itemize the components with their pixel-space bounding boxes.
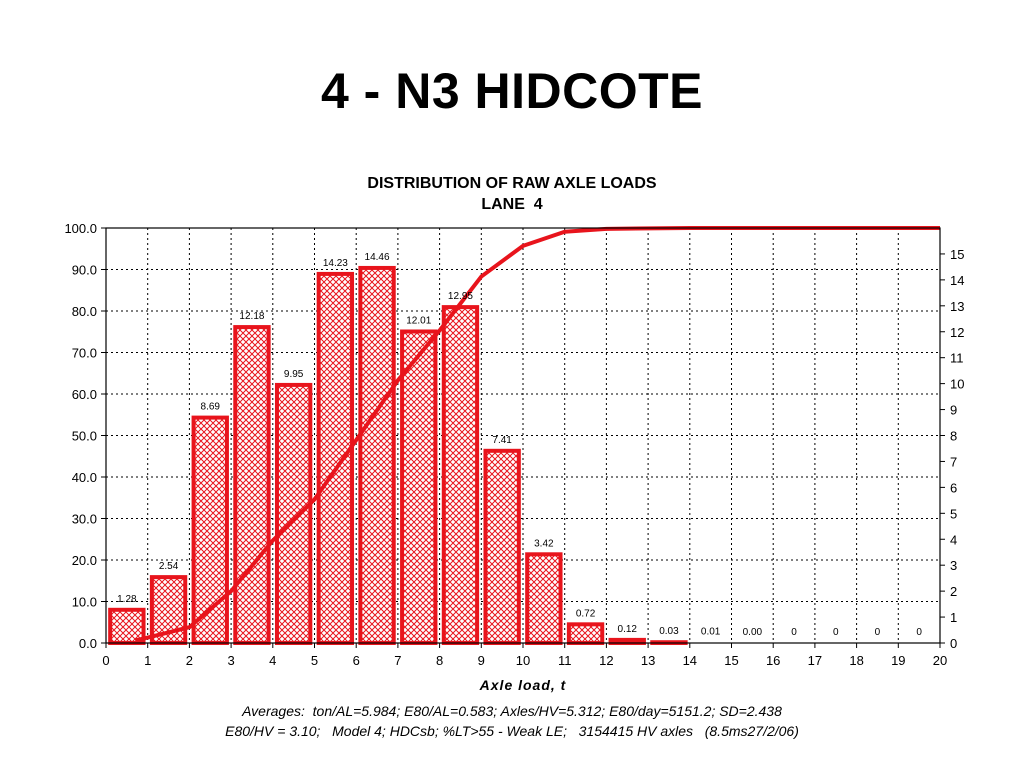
bar-value-label: 7.41 xyxy=(492,435,512,446)
x-tick-label: 17 xyxy=(808,653,822,668)
x-tick-label: 18 xyxy=(849,653,863,668)
y-tick-label: 0.0 xyxy=(79,636,97,651)
x-tick-label: 15 xyxy=(724,653,738,668)
bar xyxy=(358,265,396,645)
y2-tick-label: 10 xyxy=(950,377,964,392)
y2-tick-label: 11 xyxy=(950,351,964,366)
x-tick-label: 11 xyxy=(558,653,572,668)
y-tick-label: 10.0 xyxy=(72,595,97,610)
x-tick-label: 10 xyxy=(516,653,530,668)
y2-tick-label: 13 xyxy=(950,299,964,314)
bar xyxy=(149,575,188,646)
bar-value-label: 0.00 xyxy=(743,627,763,638)
x-tick-label: 16 xyxy=(766,653,780,668)
x-tick-label: 4 xyxy=(269,653,276,668)
x-tick-label: 14 xyxy=(683,653,697,668)
x-tick-label: 7 xyxy=(394,653,401,668)
bar-value-label: 0.72 xyxy=(576,608,596,619)
bar-value-label: 1.28 xyxy=(117,594,137,605)
bar xyxy=(566,622,605,646)
chart-title: DISTRIBUTION OF RAW AXLE LOADS xyxy=(367,175,657,192)
bar xyxy=(400,329,438,645)
x-tick-label: 9 xyxy=(478,653,485,668)
bar-value-label: 0.12 xyxy=(618,624,638,635)
x-tick-label: 0 xyxy=(102,653,109,668)
bar xyxy=(316,271,355,645)
y2-tick-label: 5 xyxy=(950,506,957,521)
bar-value-label: 0 xyxy=(916,627,922,638)
y2-tick-label: 7 xyxy=(950,454,957,469)
y2-tick-label: 9 xyxy=(950,403,957,418)
x-tick-label: 6 xyxy=(353,653,360,668)
bar xyxy=(191,415,229,645)
bar xyxy=(233,325,271,645)
x-tick-label: 20 xyxy=(933,653,947,668)
chart-title-block: DISTRIBUTION OF RAW AXLE LOADS LANE 4 xyxy=(200,173,824,215)
bar-value-label: 9.95 xyxy=(284,369,304,380)
bar-value-label: 14.46 xyxy=(365,252,390,263)
x-tick-label: 2 xyxy=(186,653,193,668)
bar-value-label: 12.95 xyxy=(448,291,473,302)
y2-tick-label: 2 xyxy=(950,584,957,599)
model-footnote: E80/HV = 3.10; Model 4; HDCsb; %LT>55 - … xyxy=(225,723,799,739)
y2-tick-label: 0 xyxy=(950,636,957,651)
bar-value-label: 14.23 xyxy=(323,258,348,269)
y2-tick-label: 6 xyxy=(950,480,957,495)
y2-tick-label: 1 xyxy=(950,610,957,625)
bar-value-label: 0.03 xyxy=(659,626,679,637)
x-tick-label: 8 xyxy=(436,653,443,668)
bar-value-label: 12.01 xyxy=(406,315,431,326)
y-tick-label: 70.0 xyxy=(72,346,97,361)
slide-title: 4 - N3 HIDCOTE xyxy=(320,63,704,119)
bar-value-label: 8.69 xyxy=(201,402,221,413)
bar-value-label: 3.42 xyxy=(534,538,554,549)
y-tick-label: 60.0 xyxy=(72,387,97,402)
x-tick-label: 12 xyxy=(599,653,613,668)
y2-tick-label: 12 xyxy=(950,325,964,340)
averages-footnote: Averages: ton/AL=5.984; E80/AL=0.583; Ax… xyxy=(242,703,782,719)
y-tick-label: 40.0 xyxy=(72,470,97,485)
bar xyxy=(483,448,521,645)
x-tick-label: 3 xyxy=(227,653,234,668)
chart-subtitle: LANE 4 xyxy=(481,196,543,213)
y-tick-label: 50.0 xyxy=(72,429,97,444)
y-tick-label: 20.0 xyxy=(72,553,97,568)
bar xyxy=(108,607,146,645)
bar-value-label: 0 xyxy=(791,627,797,638)
x-tick-label: 13 xyxy=(641,653,655,668)
y-axis-left-ticks: 0.0 10.0 20.0 30.0 40.0 50.0 60.0 70.0 80.0 90.0 1… xyxy=(64,221,106,651)
bar xyxy=(441,305,480,645)
x-axis-label: Axle load, t xyxy=(479,677,567,693)
y2-tick-label: 8 xyxy=(950,429,957,444)
y-tick-label: 100.0 xyxy=(64,221,97,236)
bar-value-label: 0 xyxy=(875,627,881,638)
bar-value-label: 2.54 xyxy=(159,561,179,572)
y-tick-label: 80.0 xyxy=(72,304,97,319)
x-tick-label: 5 xyxy=(311,653,318,668)
x-tick-label: 19 xyxy=(891,653,905,668)
y-tick-label: 30.0 xyxy=(72,512,97,527)
bar xyxy=(274,382,313,645)
bar xyxy=(525,552,563,646)
y2-tick-label: 15 xyxy=(950,247,964,262)
y-tick-label: 90.0 xyxy=(72,263,97,278)
bar-value-label: 0 xyxy=(833,627,839,638)
y2-tick-label: 4 xyxy=(950,532,957,547)
y2-tick-label: 3 xyxy=(950,558,957,573)
bar-value-label: 12.18 xyxy=(239,311,264,322)
x-tick-label: 1 xyxy=(144,653,151,668)
grid-lines xyxy=(106,228,940,643)
x-axis-ticks: 0 1 2 3 4 5 6 7 8 9 10 11 12 13 14 15 16 17 18 19 20 xyxy=(102,643,947,668)
y2-tick-label: 14 xyxy=(950,273,964,288)
bar-value-labels: 1.28 2.54 8.69 12.18 9.95 14.23 14.46 12.01 12.9… xyxy=(117,252,922,638)
bar-value-label: 0.01 xyxy=(701,627,721,638)
